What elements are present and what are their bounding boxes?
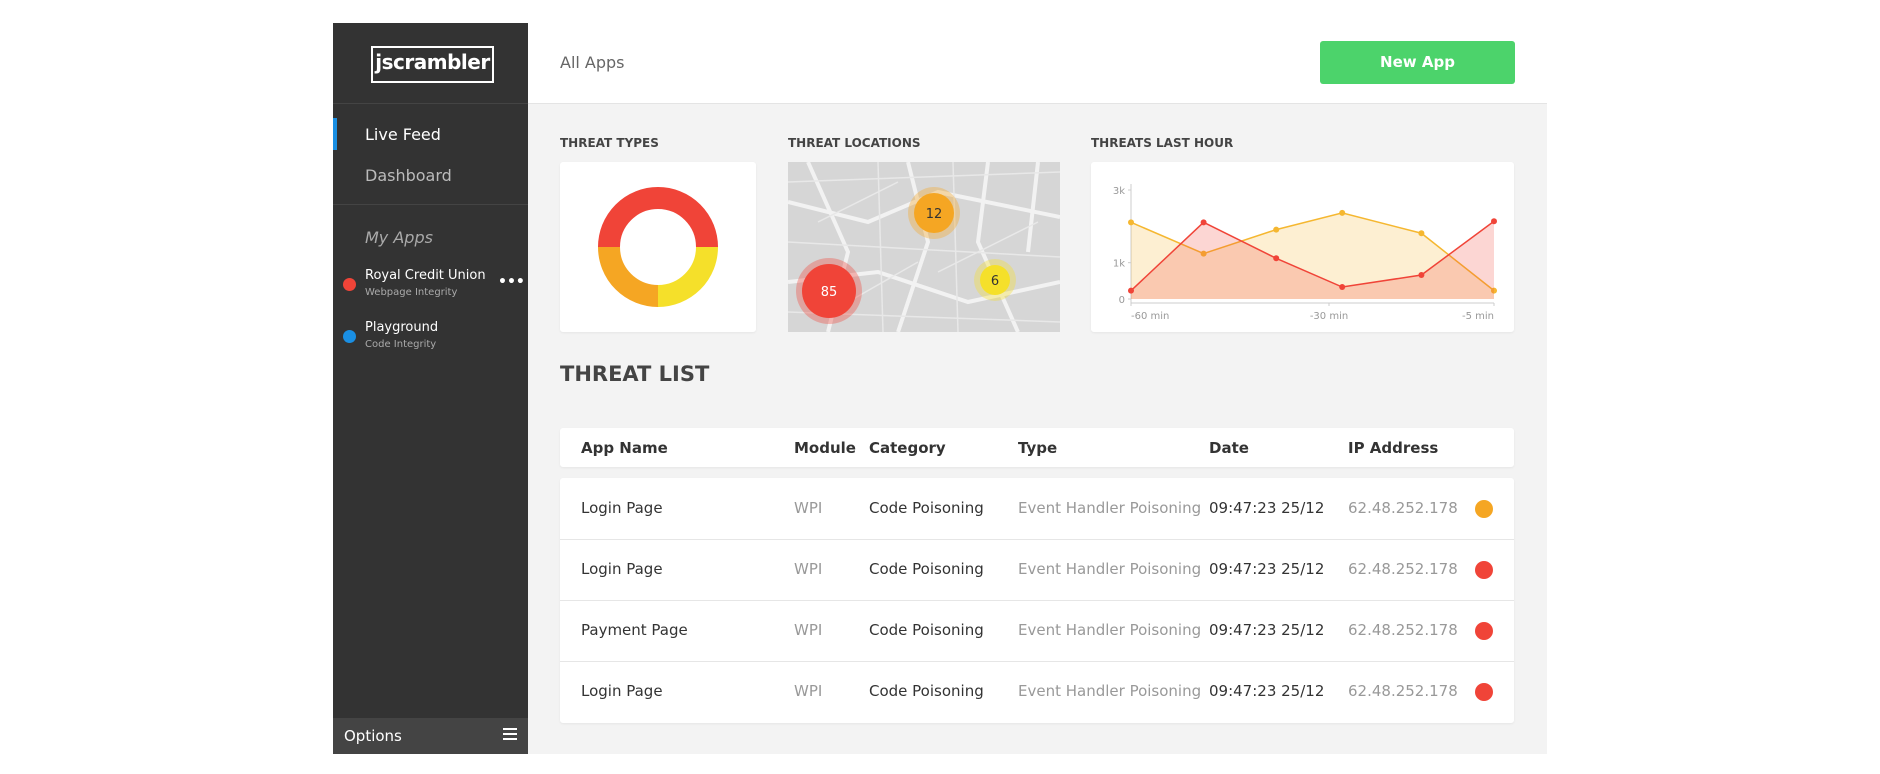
table-cell[interactable]: 09:47:23 25/12	[1209, 499, 1325, 517]
status-dot	[1475, 622, 1493, 640]
menu-icon[interactable]	[503, 728, 517, 740]
column-header: Date	[1209, 439, 1249, 457]
row-divider	[560, 661, 1514, 662]
table-cell[interactable]: WPI	[794, 499, 823, 517]
status-dot	[1475, 683, 1493, 701]
apps-heading: My Apps	[365, 228, 433, 247]
app-dot[interactable]	[343, 330, 356, 343]
app-name[interactable]: Royal Credit Union	[365, 268, 486, 283]
app-name[interactable]: Playground	[365, 320, 439, 335]
more-menu[interactable]: •••	[498, 274, 525, 290]
table-cell[interactable]: 62.48.252.178	[1348, 682, 1458, 700]
column-header: Module	[794, 439, 856, 457]
nav-dashboard[interactable]: Dashboard	[365, 166, 452, 185]
table-cell[interactable]: WPI	[794, 682, 823, 700]
table-cell[interactable]: WPI	[794, 621, 823, 639]
card	[560, 162, 756, 332]
widget-title: THREAT TYPES	[560, 136, 659, 150]
table-cell[interactable]: 62.48.252.178	[1348, 621, 1458, 639]
table-cell[interactable]: 62.48.252.178	[1348, 560, 1458, 578]
logo: jscrambler	[375, 50, 490, 74]
app-subtitle[interactable]: Code Integrity	[365, 339, 437, 350]
widget-title: THREAT LOCATIONS	[788, 136, 921, 150]
status-dot	[1475, 561, 1493, 579]
table-cell[interactable]: Code Poisoning	[869, 560, 984, 578]
table-cell[interactable]: WPI	[794, 560, 823, 578]
options-label[interactable]: Options	[344, 727, 402, 745]
widget-title: THREATS LAST HOUR	[1091, 136, 1234, 150]
new-app-button[interactable]: New App	[1320, 41, 1515, 84]
column-header: IP Address	[1348, 439, 1439, 457]
map-background	[788, 162, 1060, 332]
table-cell[interactable]: 09:47:23 25/12	[1209, 621, 1325, 639]
active-indicator	[333, 118, 337, 150]
table-cell[interactable]: Event Handler Poisoning	[1018, 560, 1202, 578]
options-bar[interactable]	[333, 718, 528, 754]
table-cell[interactable]: Code Poisoning	[869, 621, 984, 639]
divider	[333, 204, 528, 205]
table-cell[interactable]: 09:47:23 25/12	[1209, 682, 1325, 700]
row-divider	[560, 539, 1514, 540]
table-cell[interactable]: Code Poisoning	[869, 499, 984, 517]
table-cell[interactable]: Code Poisoning	[869, 682, 984, 700]
section-title: THREAT LIST	[560, 362, 710, 386]
page-title: All Apps	[560, 53, 625, 72]
table-cell[interactable]: 09:47:23 25/12	[1209, 560, 1325, 578]
logo-box	[371, 46, 494, 83]
table-cell[interactable]: Event Handler Poisoning	[1018, 621, 1202, 639]
nav-live-feed[interactable]: Live Feed	[365, 125, 441, 144]
table-cell[interactable]: Login Page	[581, 499, 663, 517]
app-subtitle[interactable]: Webpage Integrity	[365, 287, 458, 298]
column-header: App Name	[581, 439, 668, 457]
sidebar	[333, 23, 528, 754]
table-cell[interactable]: Event Handler Poisoning	[1018, 682, 1202, 700]
table-cell[interactable]: Login Page	[581, 560, 663, 578]
table-header	[560, 428, 1514, 467]
column-header: Type	[1018, 439, 1058, 457]
table-cell[interactable]: 62.48.252.178	[1348, 499, 1458, 517]
column-header: Category	[869, 439, 946, 457]
app-dot[interactable]	[343, 278, 356, 291]
map	[788, 162, 1060, 332]
table-cell[interactable]: Payment Page	[581, 621, 688, 639]
divider	[333, 103, 528, 104]
card	[1091, 162, 1514, 332]
status-dot	[1475, 500, 1493, 518]
table-cell[interactable]: Login Page	[581, 682, 663, 700]
table-cell[interactable]: Event Handler Poisoning	[1018, 499, 1202, 517]
row-divider	[560, 600, 1514, 601]
